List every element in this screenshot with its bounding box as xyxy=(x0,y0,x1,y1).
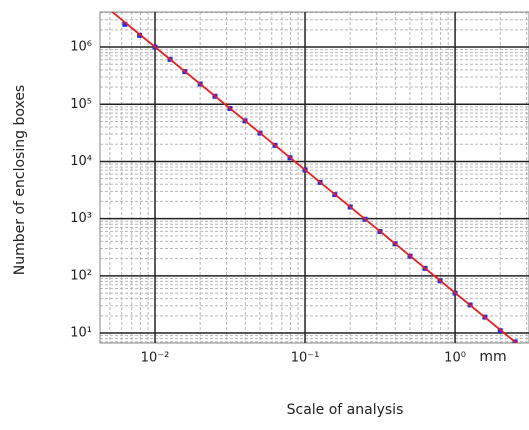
fit-line xyxy=(110,12,518,343)
x-unit: mm xyxy=(479,349,506,365)
y-tick-label: 10⁵ xyxy=(70,97,92,112)
x-tick-label: 10⁻¹ xyxy=(291,351,320,366)
plot-frame xyxy=(99,11,529,344)
y-tick-label: 10¹ xyxy=(70,326,92,341)
y-tick-label: 10⁶ xyxy=(70,40,92,55)
y-tick-label: 10⁴ xyxy=(70,154,92,169)
data-point xyxy=(122,21,128,27)
y-tick-label: 10³ xyxy=(70,211,92,226)
x-tick-label: 10⁻² xyxy=(141,351,170,366)
grid xyxy=(99,11,529,344)
y-axis-label: Number of enclosing boxes xyxy=(12,85,28,275)
x-axis-label: Scale of analysis xyxy=(287,402,404,418)
plot-area xyxy=(110,12,518,343)
y-tick-label: 10² xyxy=(70,268,92,283)
x-tick-label: 10⁰ xyxy=(444,351,466,366)
